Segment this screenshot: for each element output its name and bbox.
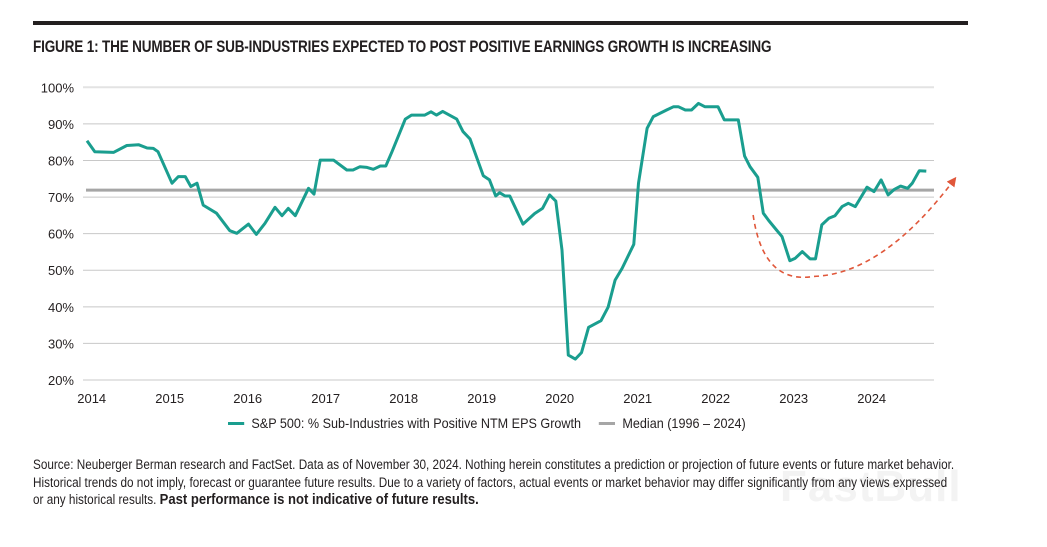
y-tick-label: 80% [48, 153, 74, 168]
x-tick-label: 2018 [389, 391, 418, 406]
top-rule [33, 21, 968, 25]
legend-label-sp500: S&P 500: % Sub-Industries with Positive … [251, 415, 582, 431]
y-tick-label: 30% [48, 336, 74, 351]
footnote-text: Source: Neuberger Berman research and Fa… [33, 457, 955, 507]
y-tick-label: 90% [48, 117, 74, 132]
footnote-disclaimer: Past performance is not indicative of fu… [159, 491, 479, 508]
legend-item-median: Median (1996 – 2024) [599, 415, 746, 431]
x-tick-label: 2019 [467, 391, 496, 406]
x-tick-label: 2023 [779, 391, 808, 406]
y-tick-label: 50% [48, 263, 74, 278]
y-axis-ticks: 20% 30% 40% 50% 60% 70% 80% 90% 100% [41, 80, 75, 388]
watermark: FastBull [780, 462, 962, 511]
x-tick-label: 2017 [311, 391, 340, 406]
y-tick-label: 100% [41, 80, 75, 95]
legend-swatch-median [599, 421, 616, 425]
x-axis-ticks: 2014 2015 2016 2017 2018 2019 2020 2021 2022 2023… [77, 391, 886, 406]
y-tick-label: 40% [48, 300, 74, 315]
legend-swatch-sp500 [228, 421, 245, 425]
x-tick-label: 2021 [623, 391, 652, 406]
x-tick-label: 2022 [701, 391, 730, 406]
x-tick-label: 2016 [233, 391, 262, 406]
gridlines [83, 86, 934, 381]
legend-label-median: Median (1996 – 2024) [622, 415, 746, 431]
figure-title: FIGURE 1: THE NUMBER OF SUB-INDUSTRIES E… [33, 38, 772, 56]
x-tick-label: 2014 [77, 391, 106, 406]
series-line-sp500 [85, 101, 927, 361]
x-tick-label: 2020 [545, 391, 574, 406]
legend-item-sp500: S&P 500: % Sub-Industries with Positive … [228, 415, 581, 431]
legend: S&P 500: % Sub-Industries with Positive … [228, 415, 764, 431]
trend-arrow-annotation [752, 176, 957, 279]
x-tick-label: 2015 [155, 391, 184, 406]
y-tick-label: 20% [48, 373, 74, 388]
y-tick-label: 60% [48, 227, 74, 242]
x-tick-label: 2024 [857, 391, 886, 406]
footnote: Source: Neuberger Berman research and Fa… [33, 456, 955, 509]
y-tick-label: 70% [48, 190, 74, 205]
